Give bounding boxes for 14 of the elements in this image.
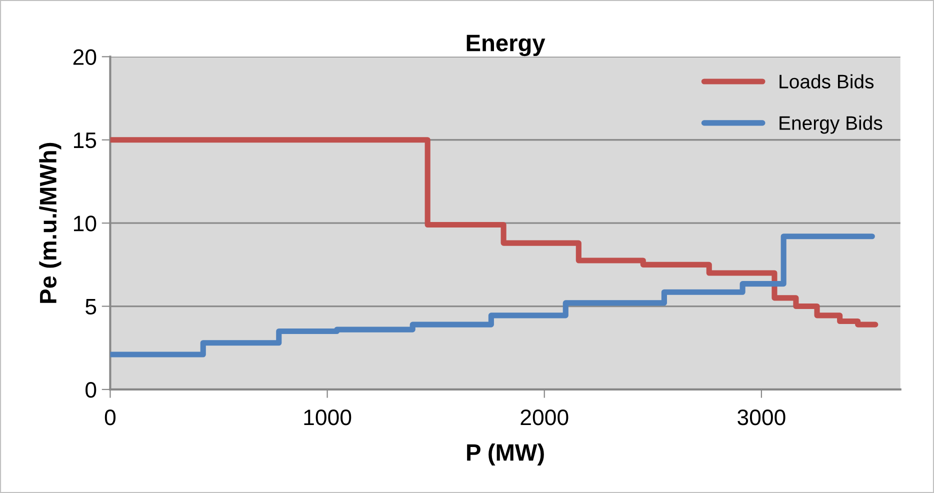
x-axis-title: P (MW): [467, 444, 544, 466]
y-tick-label: 15: [74, 132, 96, 148]
chart-title: Energy: [466, 34, 546, 56]
legend-label: Loads Bids: [780, 74, 874, 88]
x-tick-label: 0: [104, 410, 116, 426]
x-tick-label: 1000: [304, 410, 352, 426]
x-tick-label: 2000: [520, 410, 568, 426]
y-tick-label: 0: [86, 382, 96, 398]
y-tick-label: 20: [73, 49, 96, 65]
legend-label: Energy Bids: [780, 116, 882, 134]
x-tick-label: 3000: [738, 410, 786, 426]
y-axis-title: Pe (m.u./MWh): [39, 142, 62, 303]
y-tick-label: 5: [86, 299, 96, 315]
y-tick-label: 10: [74, 216, 96, 232]
